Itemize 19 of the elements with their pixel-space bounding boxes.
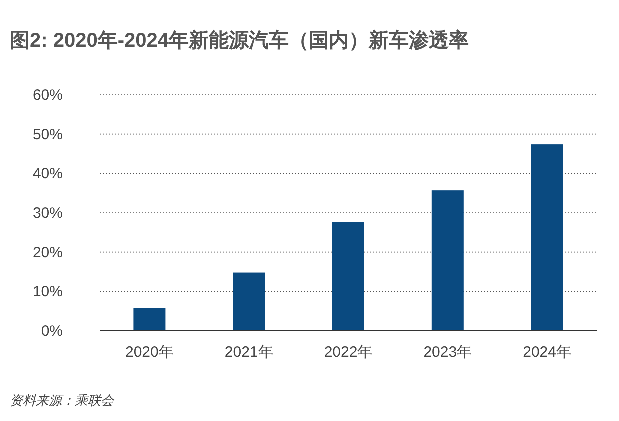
y-tick-label: 60% <box>32 87 63 104</box>
y-tick-label: 30% <box>32 205 63 222</box>
y-tick-label: 50% <box>32 126 63 144</box>
x-tick-label: 2021年 <box>224 344 274 361</box>
bar <box>531 144 564 331</box>
x-tick-label: 2022年 <box>324 344 373 361</box>
bar <box>134 308 166 331</box>
x-tick-label: 2024年 <box>523 344 572 361</box>
y-tick-label: 20% <box>32 244 63 262</box>
chart-title: 图2: 2020年-2024年新能源汽车（国内）新车渗透率 <box>10 29 469 52</box>
bar <box>233 272 266 331</box>
text: 资料来源：乘联会 <box>10 393 115 408</box>
y-tick-label: 10% <box>32 284 63 301</box>
y-tick-label: 40% <box>32 166 63 183</box>
bar <box>332 222 364 331</box>
y-tick-label: 0% <box>41 323 63 340</box>
x-tick-label: 2023年 <box>424 344 472 361</box>
x-tick-label: 2020年 <box>126 344 174 361</box>
bar <box>432 190 464 331</box>
